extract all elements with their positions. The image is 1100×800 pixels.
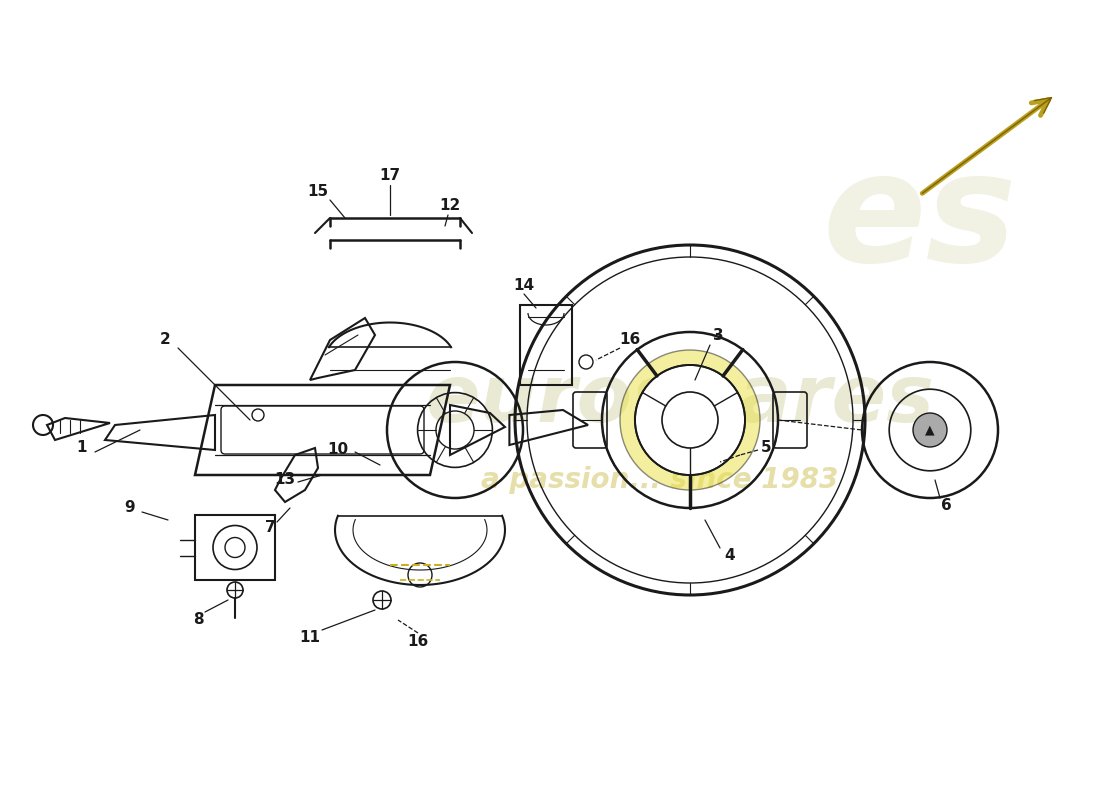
Text: 1: 1 <box>77 441 87 455</box>
Text: 2: 2 <box>160 333 170 347</box>
Circle shape <box>620 350 760 490</box>
Text: a passion... since 1983: a passion... since 1983 <box>482 466 838 494</box>
Text: 16: 16 <box>407 634 429 650</box>
Text: 12: 12 <box>439 198 461 213</box>
Text: ▲: ▲ <box>925 423 935 437</box>
Text: 13: 13 <box>274 473 296 487</box>
Text: 3: 3 <box>713 327 724 342</box>
Text: es: es <box>823 146 1018 294</box>
Text: 11: 11 <box>299 630 320 646</box>
Text: 10: 10 <box>328 442 349 458</box>
Text: 5: 5 <box>761 441 771 455</box>
Text: 4: 4 <box>725 547 735 562</box>
Text: 6: 6 <box>940 498 952 513</box>
Text: 16: 16 <box>619 333 640 347</box>
Text: 15: 15 <box>307 185 329 199</box>
Text: 17: 17 <box>379 167 400 182</box>
Text: 14: 14 <box>514 278 535 293</box>
Circle shape <box>635 365 745 475</box>
Text: 9: 9 <box>124 501 135 515</box>
Text: 7: 7 <box>265 521 275 535</box>
Text: 8: 8 <box>192 613 204 627</box>
Text: eurospares: eurospares <box>426 361 935 439</box>
Circle shape <box>913 413 947 447</box>
